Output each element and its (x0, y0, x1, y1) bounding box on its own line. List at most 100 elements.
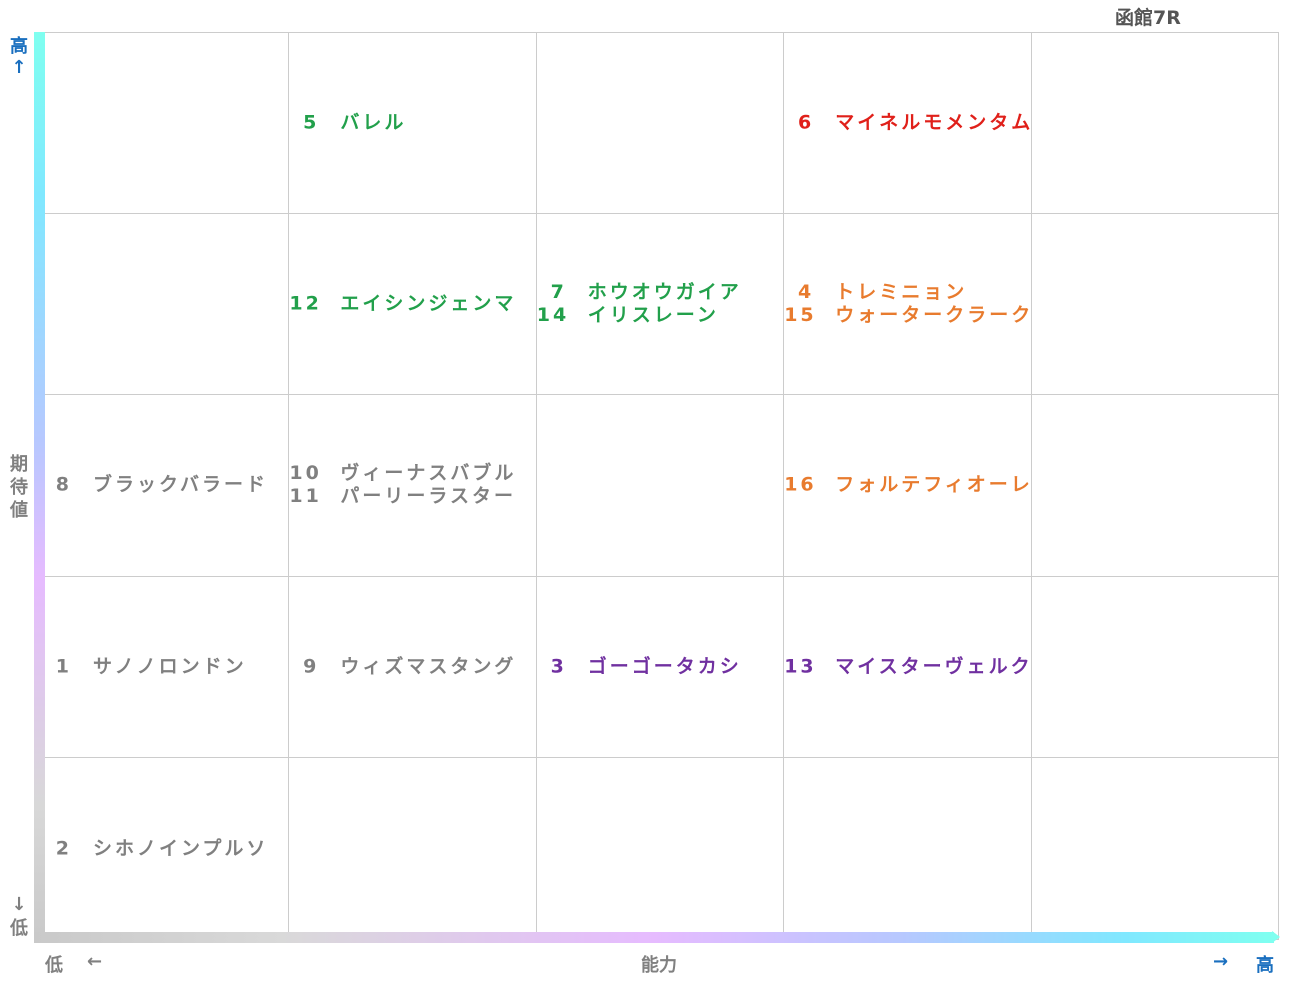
cell-entries: 2 シホノインプルソ (42, 837, 288, 860)
grid-cell: 10 ヴィーナスバブル 11 パーリーラスター (289, 395, 537, 577)
horse-entry: 15 ウォータークラーク (784, 304, 1030, 327)
horse-name: ウォータークラーク (835, 303, 1034, 326)
y-axis-low-label: 低 (10, 918, 28, 939)
x-axis-high-label: 高 (1256, 955, 1274, 976)
cell-entries: 1 サノノロンドン (42, 656, 288, 679)
horse-entry: 8 ブラックバラード (42, 474, 288, 497)
horse-number: 16 (784, 473, 817, 496)
grid-cell: 7 ホウオウガイア 14 イリスレーン (536, 213, 785, 396)
horse-number: 7 (550, 280, 567, 303)
horse-number: 13 (784, 655, 817, 678)
x-axis-arrowhead (1272, 931, 1280, 943)
grid-cell: 8 ブラックバラード (42, 395, 290, 577)
grid-cell: 16 フォルテフィオーレ (784, 395, 1032, 577)
horse-entry: 11 パーリーラスター (289, 485, 535, 508)
horse-name: イリスレーン (587, 303, 719, 326)
grid-cell: 3 ゴーゴータカシ (536, 576, 785, 759)
horse-name: サノノロンドン (93, 655, 247, 678)
horse-name: マイネルモメンタム (835, 111, 1034, 134)
cell-entries: 16 フォルテフィオーレ (784, 474, 1030, 497)
horse-number: 10 (289, 462, 322, 485)
x-axis-bar (34, 932, 1274, 943)
horse-name: フォルテフィオーレ (835, 473, 1033, 496)
cell-entries: 4 トレミニョン 15 ウォータークラーク (784, 281, 1030, 327)
horse-entry: 4 トレミニョン (784, 281, 1030, 304)
horse-entry: 6 マイネルモメンタム (784, 111, 1030, 134)
grid-cell (536, 32, 785, 214)
matrix-grid: 5 バレル 6 マイネルモメンタム 12 エイシンジェンマ 7 ホウオウガイア 14 イリスレーン… (42, 32, 1279, 940)
y-axis-bar (34, 32, 45, 942)
horse-entry: 9 ウィズマスタング (289, 656, 535, 679)
horse-number: 12 (289, 292, 322, 315)
grid-cell (536, 395, 785, 577)
horse-name: シホノインプルソ (93, 837, 269, 860)
grid-cell (1031, 758, 1279, 940)
cell-entries: 9 ウィズマスタング (289, 656, 535, 679)
grid-cell: 5 バレル (289, 32, 537, 214)
horse-entry: 2 シホノインプルソ (42, 837, 288, 860)
grid-cell (42, 213, 290, 396)
horse-name: ブラックバラード (93, 473, 269, 496)
grid-cell: 13 マイスターヴェルク (784, 576, 1032, 759)
horse-name: パーリーラスター (340, 485, 517, 508)
horse-name: マイスターヴェルク (835, 655, 1033, 678)
grid-cell: 12 エイシンジェンマ (289, 213, 537, 396)
horse-name: ゴーゴータカシ (587, 655, 742, 678)
grid-cell (42, 32, 290, 214)
horse-number: 15 (784, 303, 817, 326)
cell-entries: 13 マイスターヴェルク (784, 656, 1030, 679)
grid-cell (289, 758, 537, 940)
horse-entry: 1 サノノロンドン (42, 656, 288, 679)
right-arrow-icon: → (1213, 951, 1229, 972)
grid-cell (784, 758, 1032, 940)
grid-cell: 4 トレミニョン 15 ウォータークラーク (784, 213, 1032, 396)
horse-number: 6 (797, 111, 815, 134)
horse-entry: 16 フォルテフィオーレ (784, 474, 1030, 497)
horse-number: 14 (536, 303, 570, 326)
horse-number: 5 (303, 111, 320, 134)
grid-cell: 2 シホノインプルソ (42, 758, 290, 940)
horse-number: 2 (55, 837, 72, 860)
horse-entry: 14 イリスレーン (537, 304, 783, 327)
grid-cell (536, 758, 785, 940)
left-arrow-icon: ← (87, 951, 103, 972)
horse-name: バレル (340, 111, 407, 134)
horse-number: 1 (55, 655, 72, 678)
cell-entries: 7 ホウオウガイア 14 イリスレーン (537, 281, 783, 327)
horse-entry: 10 ヴィーナスバブル (289, 462, 535, 485)
up-arrow-icon: ↑ (11, 57, 27, 78)
cell-entries: 8 ブラックバラード (42, 474, 288, 497)
horse-number: 8 (55, 473, 72, 496)
grid-cell: 1 サノノロンドン (42, 576, 290, 759)
grid-cell (1031, 576, 1279, 759)
cell-entries: 10 ヴィーナスバブル 11 パーリーラスター (289, 462, 535, 508)
horse-number: 4 (797, 280, 815, 303)
grid-cell: 9 ウィズマスタング (289, 576, 537, 759)
x-axis-label: 能力 (641, 955, 677, 976)
horse-number: 9 (303, 655, 320, 678)
y-axis-label: 期待値 (10, 454, 28, 521)
x-axis-low-label: 低 (45, 955, 63, 976)
horse-entry: 3 ゴーゴータカシ (537, 656, 783, 679)
grid-cell: 6 マイネルモメンタム (784, 32, 1032, 214)
horse-number: 3 (550, 655, 567, 678)
cell-entries: 5 バレル (289, 111, 535, 134)
down-arrow-icon: ↓ (11, 894, 27, 915)
horse-name: ヴィーナスバブル (340, 462, 517, 485)
horse-entry: 13 マイスターヴェルク (784, 656, 1030, 679)
chart-title: 函館7R (1115, 7, 1181, 29)
cell-entries: 6 マイネルモメンタム (784, 111, 1030, 134)
cell-entries: 12 エイシンジェンマ (289, 292, 535, 315)
horse-name: ホウオウガイア (587, 280, 742, 303)
grid-cell (1031, 213, 1279, 396)
horse-name: トレミニョン (835, 280, 968, 303)
grid-cell (1031, 32, 1279, 214)
horse-number: 11 (289, 485, 322, 508)
horse-entry: 7 ホウオウガイア (537, 281, 783, 304)
horse-name: エイシンジェンマ (340, 292, 517, 315)
grid-cell (1031, 395, 1279, 577)
cell-entries: 3 ゴーゴータカシ (537, 656, 783, 679)
horse-entry: 12 エイシンジェンマ (289, 292, 535, 315)
horse-entry: 5 バレル (289, 111, 535, 134)
y-axis-high-label: 高 (10, 36, 28, 57)
